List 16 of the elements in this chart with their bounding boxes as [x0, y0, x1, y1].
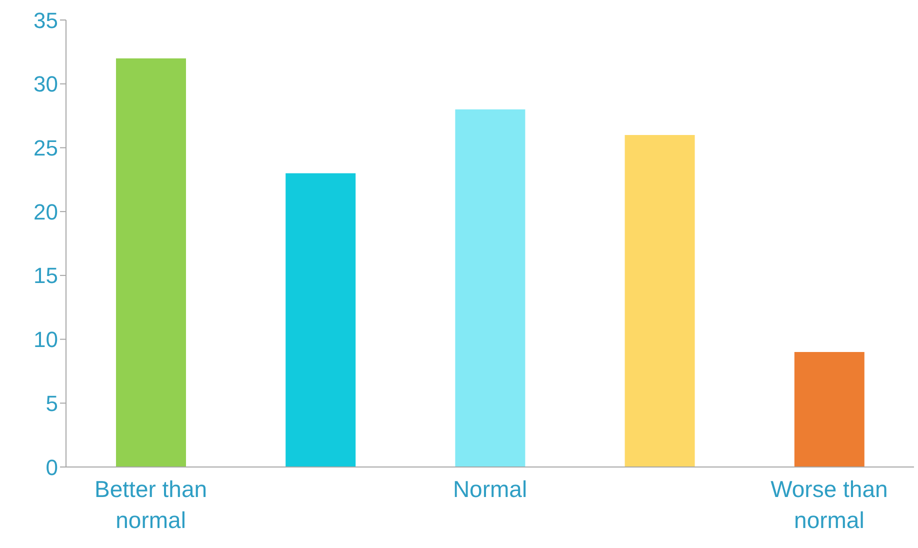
bar	[455, 109, 526, 467]
bar	[624, 134, 695, 467]
y-tick-label: 20	[34, 199, 58, 224]
y-tick-label: 25	[34, 136, 58, 161]
bar	[116, 58, 186, 467]
y-tick-label: 35	[34, 8, 58, 33]
bar	[286, 173, 356, 467]
y-tick-label: 30	[34, 72, 58, 97]
x-tick-label: Normal	[452, 476, 528, 502]
x-tick-label: Worse than normal	[770, 476, 888, 533]
x-tick-label: Better than normal	[94, 476, 208, 533]
y-tick-label: 5	[46, 390, 58, 416]
y-tick-label: 10	[34, 327, 58, 352]
y-tick-label: 15	[34, 263, 58, 288]
y-tick-label: 0	[46, 454, 58, 480]
bar	[794, 352, 864, 467]
